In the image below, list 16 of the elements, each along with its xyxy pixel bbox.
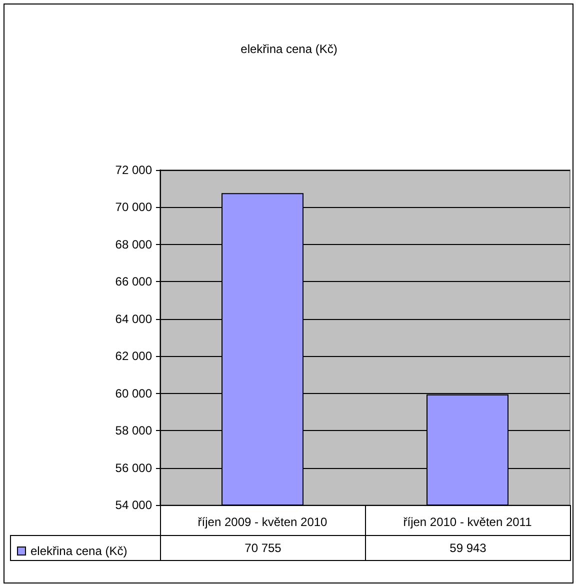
x-tick-label: říjen 2010 - květen 2011 [403,515,532,529]
y-tick-label: 62 000 [115,349,152,364]
chart-title: elekřina cena (Kč) [240,42,338,56]
y-tick-label: 54 000 [115,498,152,512]
x-tick-label: říjen 2009 - květen 2010 [198,515,328,529]
y-tick-label: 72 000 [115,163,152,177]
y-tick-label: 60 000 [115,386,152,400]
y-tick-label: 56 000 [115,460,152,475]
y-tick-label: 68 000 [115,237,152,252]
y-tick-label: 66 000 [115,274,152,289]
y-tick-label: 70 000 [115,200,152,214]
data-label: 59 943 [450,541,486,555]
y-tick-label: 58 000 [115,424,152,438]
data-label: 70 755 [244,541,282,555]
legend-label: elekřina cena (Kč) [30,544,128,558]
y-tick-label: 64 000 [115,312,152,326]
